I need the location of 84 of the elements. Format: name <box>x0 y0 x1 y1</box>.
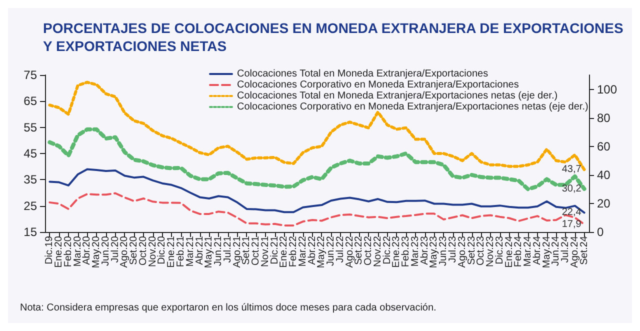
y-tick-label: 55 <box>24 120 38 134</box>
x-tick-label: Set.24 <box>578 236 590 265</box>
y-tick-label: 35 <box>24 172 38 187</box>
y2-tick-label: 0 <box>597 225 604 239</box>
x-tick-label: Ago.21 <box>232 236 243 268</box>
x-tick-label: Mar.20 <box>72 236 84 267</box>
x-tick-label: Feb.21 <box>176 236 186 268</box>
x-tick-label: Feb.24 <box>513 236 524 268</box>
x-tick-label: Abr.20 <box>82 236 93 265</box>
x-tick-label: Jul.24 <box>560 236 572 263</box>
y2-tick-label: 60 <box>597 139 611 154</box>
x-tick-label: Ago.22 <box>344 236 356 268</box>
y-tick-label: 25 <box>24 198 38 213</box>
x-tick-label: Oct.23 <box>476 236 487 266</box>
legend-label: Colocaciones Total en Moneda Extranjera/Exportaciones <box>237 68 488 80</box>
x-tick-label: Jul.23 <box>448 236 458 263</box>
line-series <box>48 192 586 226</box>
x-tick-label: Abr.22 <box>306 236 318 265</box>
line-series <box>48 127 586 192</box>
x-tick-label: Dic.22 <box>382 236 393 264</box>
x-tick-label: Set.22 <box>354 236 365 265</box>
x-tick-label: Jun.20 <box>100 236 112 266</box>
x-tick-label: Oct.20 <box>138 236 149 266</box>
x-tick-label: Mar.23 <box>410 236 421 267</box>
chart-title: PORCENTAJES DE COLOCACIONES EN MONEDA EXTRANJERA DE EXPORTACIONES Y EXPORTACIONES NETAS <box>43 20 624 54</box>
x-tick-label: May.22 <box>316 236 328 268</box>
legend-label: Colocaciones Total en Moneda Extranjera/Exportaciones netas (eje der.) <box>237 90 558 102</box>
x-tick-label: Jul.22 <box>334 236 346 263</box>
x-tick-label: May.20 <box>91 236 102 268</box>
x-tick-label: Jun.23 <box>438 236 450 266</box>
x-tick-label: Nov.21 <box>260 236 271 267</box>
x-tick-label: Feb.22 <box>288 236 300 268</box>
x-tick-label: Mar.24 <box>522 236 534 267</box>
x-tick-label: Ene.22 <box>278 236 290 268</box>
x-tick-label: Jul.20 <box>110 236 121 263</box>
x-tick-label: Dic.23 <box>494 236 506 264</box>
x-tick-label: May.23 <box>428 236 440 268</box>
x-tick-label: Dic.21 <box>269 236 280 264</box>
line-series <box>48 80 586 172</box>
x-tick-label: Ene.20 <box>54 236 65 268</box>
x-tick-label: Ago.20 <box>119 236 130 268</box>
x-tick-label: Jun.21 <box>213 236 224 266</box>
x-tick-label: Abr.23 <box>419 236 430 265</box>
x-tick-label: May.24 <box>541 236 552 268</box>
x-tick-label: Ago.23 <box>456 236 468 268</box>
x-tick-label: Mar.22 <box>297 236 308 267</box>
y-tick-label: 65 <box>24 94 38 108</box>
y-tick-label: 15 <box>24 225 38 239</box>
x-tick-label: May.21 <box>204 236 215 268</box>
x-tick-label: Set.23 <box>466 236 478 265</box>
y-tick-label: 75 <box>24 68 38 82</box>
x-tick-label: Oct.21 <box>250 236 262 266</box>
x-tick-label: Jul.21 <box>222 236 234 263</box>
x-tick-label: Dic.19 <box>44 236 56 264</box>
x-tick-label: Dic.20 <box>156 236 168 264</box>
x-tick-label: Abr.21 <box>194 236 206 265</box>
x-tick-label: Set.21 <box>241 236 252 265</box>
x-tick-label: Nov.22 <box>372 236 384 267</box>
legend-label: Colocaciones Corporativo en Moneda Extranjera/Exportaciones <box>237 80 519 90</box>
y2-tick-label: 40 <box>597 168 611 182</box>
x-tick-label: Ago.24 <box>569 236 580 268</box>
x-tick-label: Abr.24 <box>532 236 543 265</box>
x-tick-label: Oct.22 <box>363 236 374 266</box>
x-tick-label: Mar.21 <box>184 236 196 267</box>
data-label: 43,7 <box>562 164 582 176</box>
data-label: 17,9 <box>562 218 582 230</box>
x-tick-label: Jun.24 <box>550 236 562 266</box>
x-tick-label: Ene.23 <box>391 236 402 268</box>
y2-tick-label: 80 <box>597 110 611 125</box>
x-tick-label: Feb.23 <box>400 236 412 268</box>
y2-tick-label: 100 <box>597 82 618 96</box>
text: Nota: Considera empresas que exportaron en los últimos doce meses para cada observación. <box>20 302 436 314</box>
y2-tick-label: 20 <box>597 196 611 210</box>
x-tick-label: Feb.20 <box>62 236 74 268</box>
x-tick-label: Jun.22 <box>326 236 337 266</box>
x-tick-label: Set.20 <box>128 236 140 265</box>
legend-label: Colocaciones Corporativo en Moneda Extranjera/Exportaciones netas (eje der.) <box>237 102 588 112</box>
data-label: 22,4 <box>562 207 582 218</box>
x-tick-label: Nov.20 <box>147 236 158 267</box>
x-tick-label: Nov.23 <box>485 236 496 267</box>
y-tick-label: 45 <box>24 146 38 160</box>
x-tick-label: Ene.24 <box>504 236 515 268</box>
data-label: 30,2 <box>562 183 582 194</box>
x-tick-label: Ene.21 <box>166 236 178 268</box>
